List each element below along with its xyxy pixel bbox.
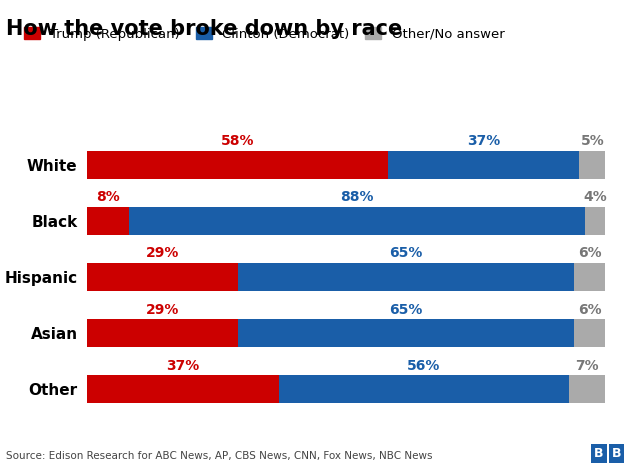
Bar xyxy=(238,263,574,291)
Text: 5%: 5% xyxy=(580,134,604,149)
Text: 29%: 29% xyxy=(146,246,179,260)
Text: How the vote broke down by race: How the vote broke down by race xyxy=(6,19,402,39)
Bar xyxy=(569,376,605,403)
Text: 7%: 7% xyxy=(575,359,599,373)
Bar xyxy=(87,319,238,347)
Text: 6%: 6% xyxy=(578,303,602,316)
Legend: Trump (Republican), Clinton (Democrat), Other/No answer: Trump (Republican), Clinton (Democrat), … xyxy=(24,27,505,41)
Bar xyxy=(87,263,238,291)
Text: 56%: 56% xyxy=(407,359,441,373)
Text: 8%: 8% xyxy=(96,190,120,204)
Bar xyxy=(279,376,569,403)
Text: 65%: 65% xyxy=(389,246,422,260)
Bar xyxy=(574,263,605,291)
Bar xyxy=(585,207,605,235)
Text: 29%: 29% xyxy=(146,303,179,316)
Bar xyxy=(574,319,605,347)
Text: 88%: 88% xyxy=(340,190,373,204)
Text: B: B xyxy=(594,446,604,460)
Text: 6%: 6% xyxy=(578,246,602,260)
Text: 4%: 4% xyxy=(583,190,607,204)
Text: 37%: 37% xyxy=(467,134,500,149)
Bar xyxy=(87,207,129,235)
Bar xyxy=(129,207,585,235)
Text: 65%: 65% xyxy=(389,303,422,316)
Text: 37%: 37% xyxy=(167,359,200,373)
Text: B: B xyxy=(612,446,622,460)
Bar xyxy=(579,151,605,179)
Bar xyxy=(87,376,279,403)
Text: Source: Edison Research for ABC News, AP, CBS News, CNN, Fox News, NBC News: Source: Edison Research for ABC News, AP… xyxy=(6,451,432,461)
Bar xyxy=(388,151,579,179)
Bar xyxy=(87,151,388,179)
Text: 58%: 58% xyxy=(221,134,255,149)
Bar xyxy=(238,319,574,347)
